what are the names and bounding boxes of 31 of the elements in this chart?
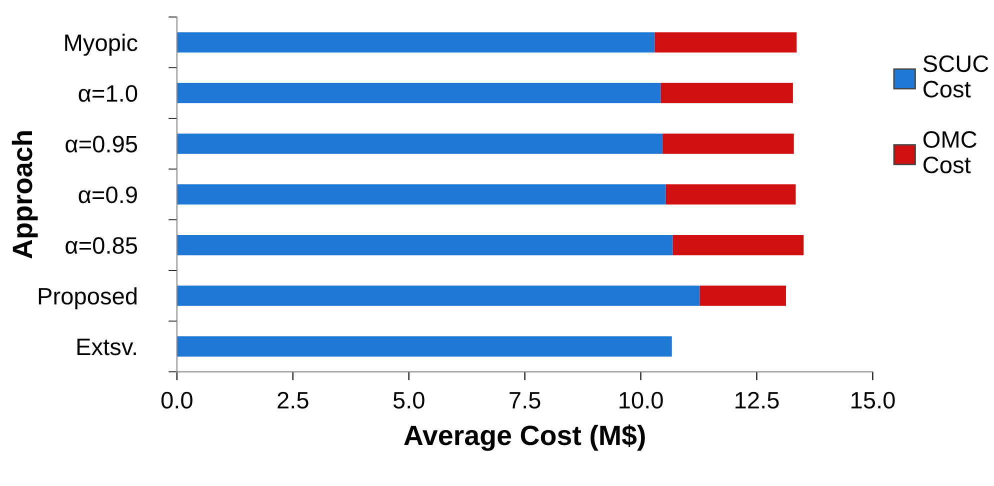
legend-label: OMC Cost [923, 131, 976, 174]
y-tick-label: α=0.95 [66, 136, 138, 153]
legend-label: SCUC Cost [923, 55, 988, 98]
x-axis-title: Average Cost (M$) [404, 424, 645, 451]
x-tick-label: 15.0 [852, 392, 895, 409]
bar [660, 82, 793, 104]
bar [700, 286, 786, 306]
y-tick-label: Myopic [65, 34, 138, 56]
x-tick-label: 12.5 [736, 392, 779, 409]
bar [662, 134, 794, 154]
x-tick-label: 10.0 [620, 392, 663, 409]
bar [176, 184, 666, 205]
bar [176, 336, 672, 357]
bar [176, 286, 700, 306]
bar [176, 134, 663, 154]
bar [176, 82, 661, 104]
y-tick-label: Extsv. [77, 338, 136, 356]
y-tick-label: α=1.0 [78, 85, 138, 102]
bar [176, 234, 673, 256]
bar [666, 184, 796, 205]
y-tick-label: Proposed [38, 287, 137, 310]
x-tick-label: 0.0 [161, 392, 192, 409]
bar [654, 32, 797, 52]
y-tick-label: α=0.85 [66, 237, 138, 254]
x-tick-label: 2.5 [278, 392, 308, 409]
y-axis-title: Approach [12, 131, 38, 259]
bar [672, 234, 804, 256]
x-tick-label: 7.5 [510, 392, 540, 409]
x-tick-label: 5.0 [393, 392, 424, 409]
bar [176, 32, 655, 52]
y-tick-label: α=0.9 [78, 186, 137, 204]
